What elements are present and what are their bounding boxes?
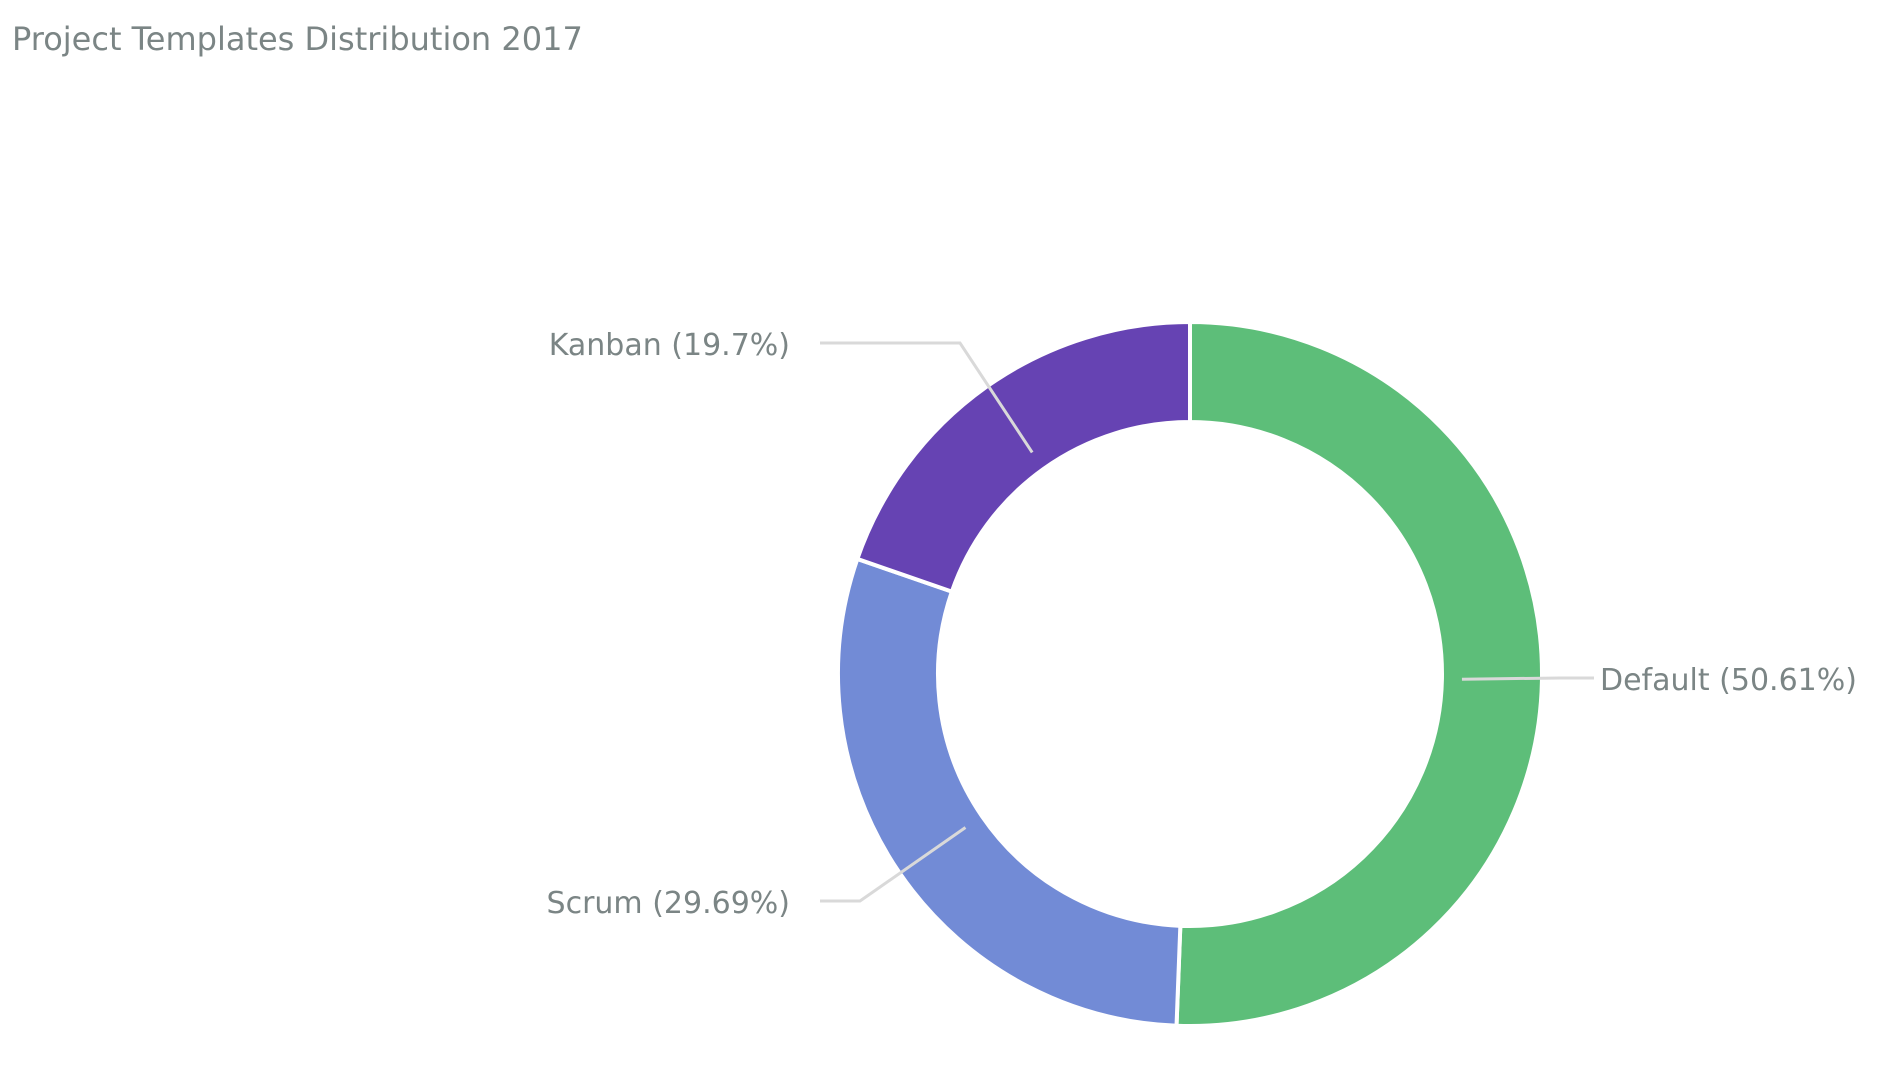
slice-scrum[interactable] (836, 556, 1183, 1028)
leader-line-default (1461, 676, 1594, 681)
slice-default[interactable] (1174, 319, 1544, 1028)
slice-label-default: Default (50.61%) (1600, 663, 1857, 698)
slice-label-scrum: Scrum (29.69%) (547, 886, 790, 921)
slice-label-kanban: Kanban (19.7%) (549, 328, 790, 363)
leader-line-kanban (820, 341, 1034, 454)
slice-kanban[interactable] (854, 319, 1192, 595)
chart-title: Project Templates Distribution 2017 (12, 20, 583, 58)
leader-line-scrum (820, 826, 967, 903)
